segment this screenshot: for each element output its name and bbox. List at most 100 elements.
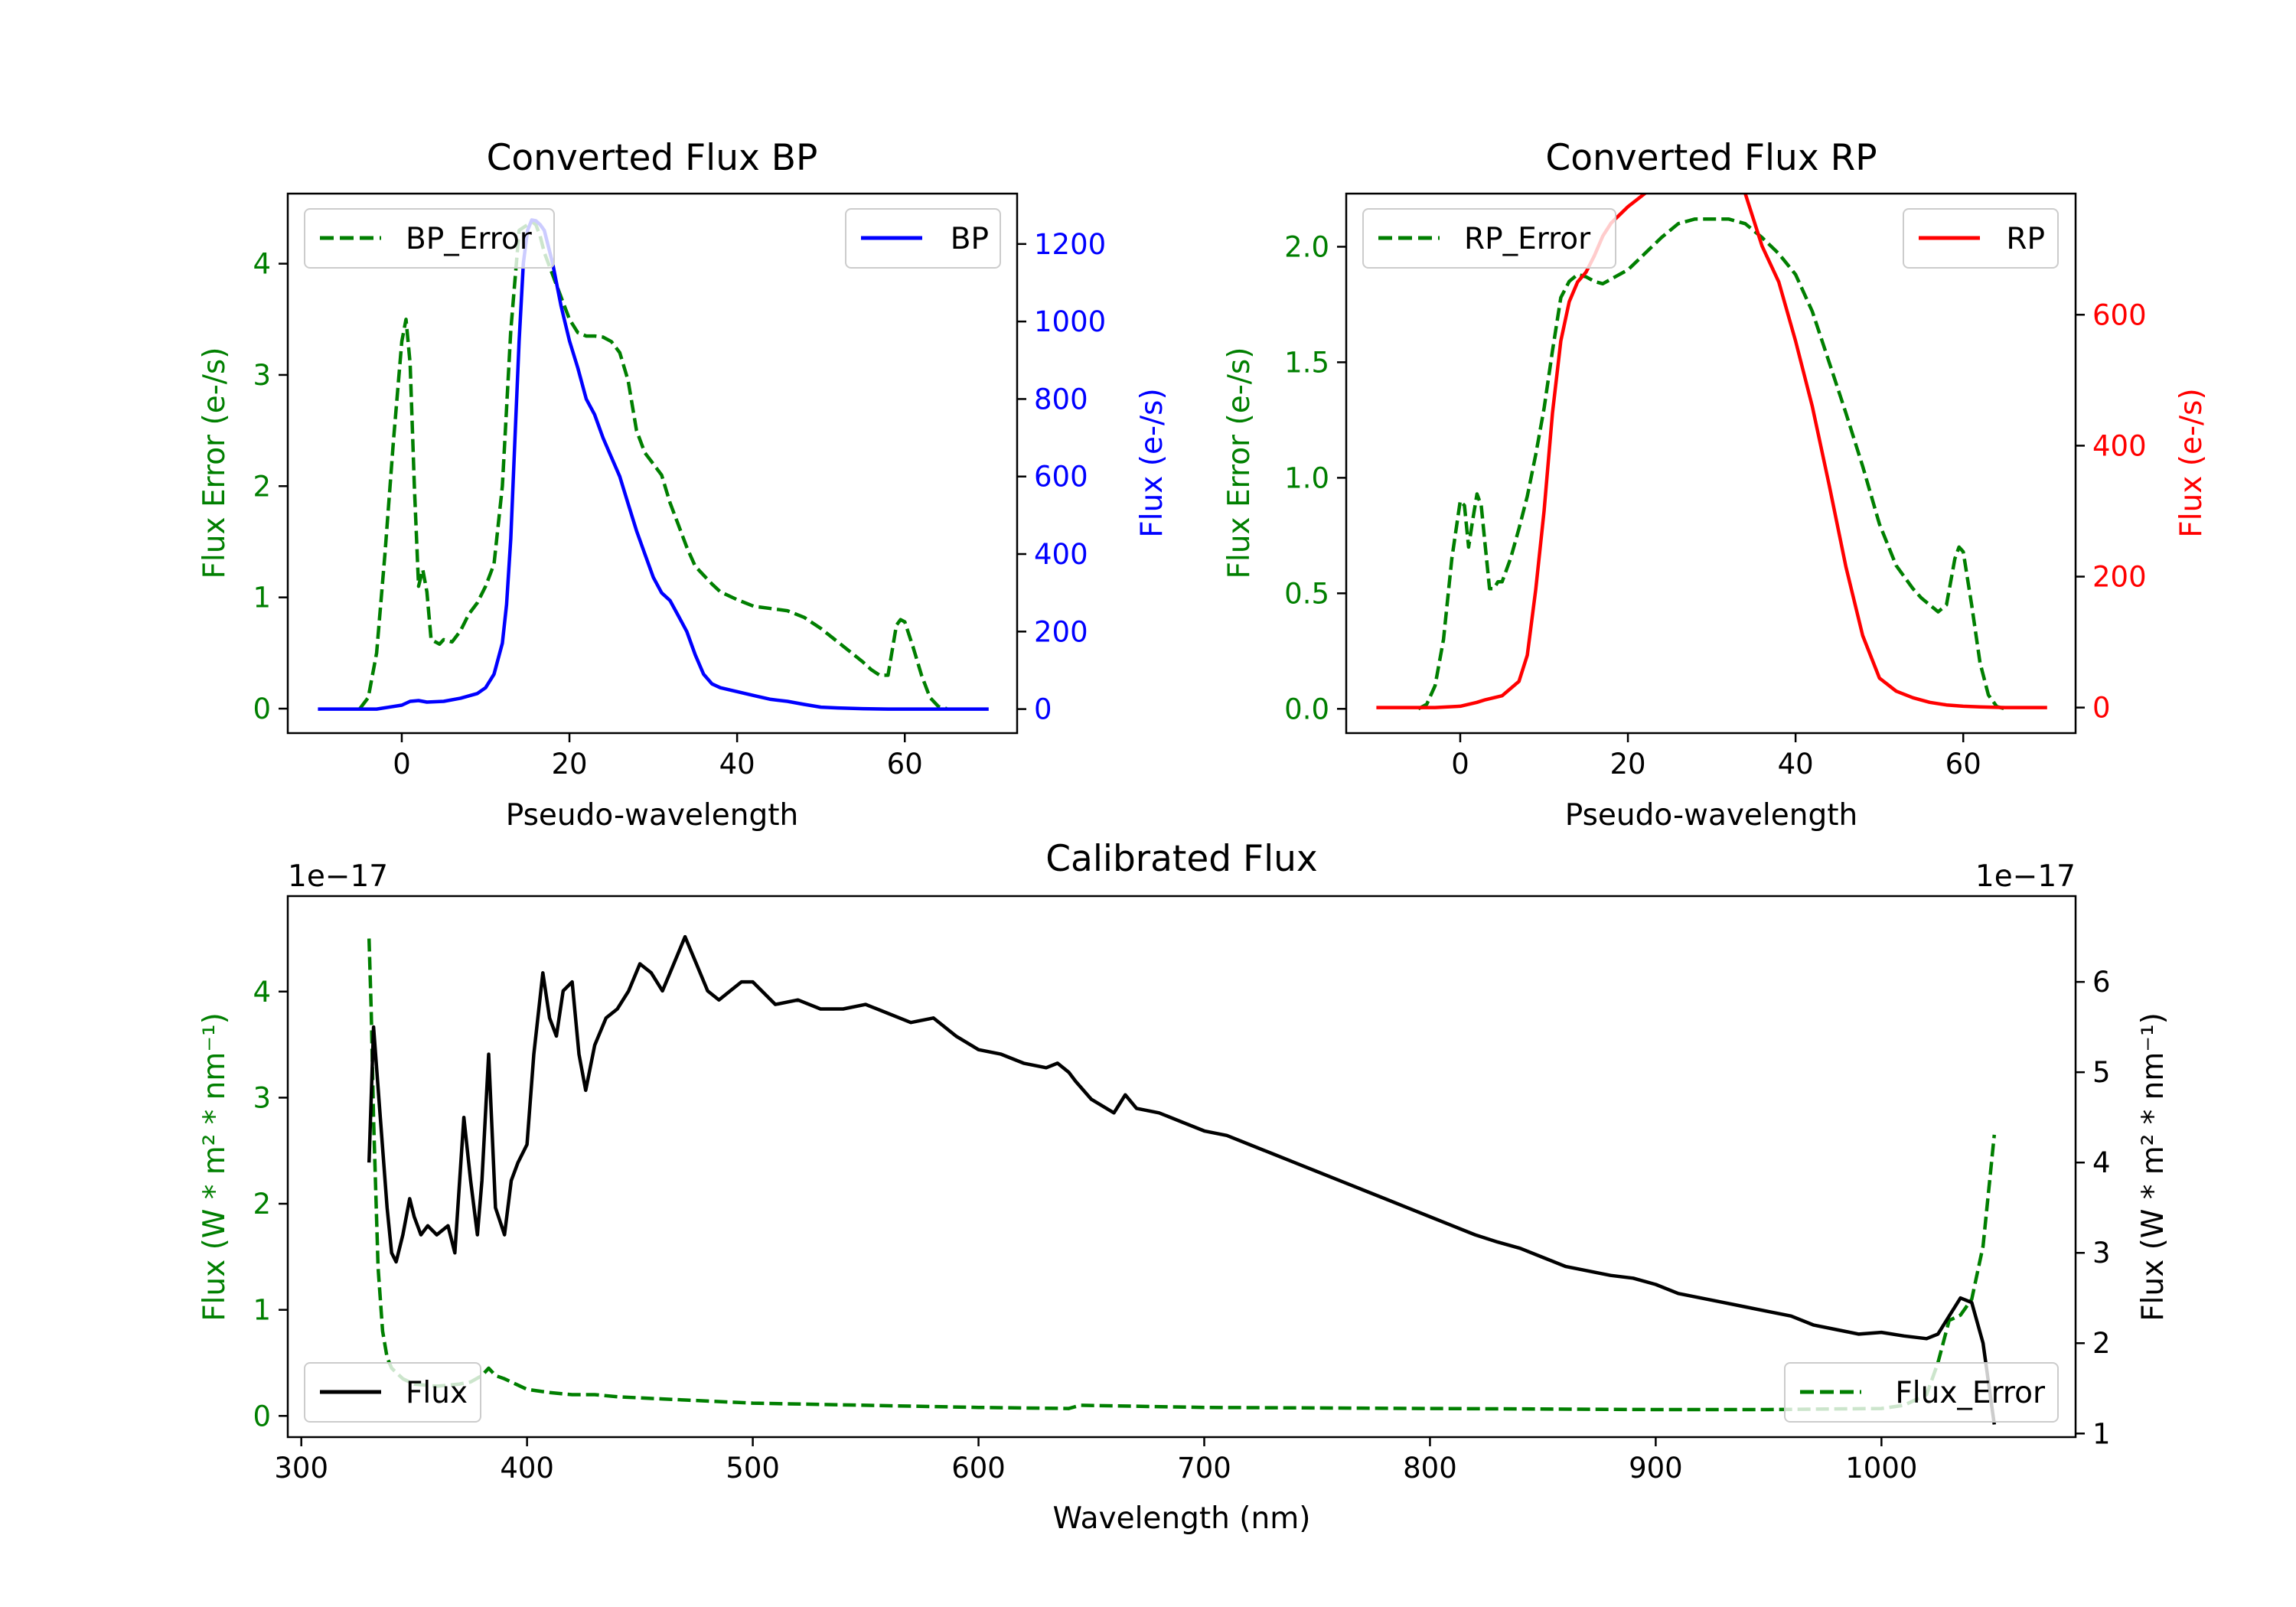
cal-y-left-tick-label: 0 — [253, 1400, 271, 1433]
bp-axes-frame — [286, 192, 1019, 735]
bp-y-left-tick-label: 0 — [253, 693, 271, 725]
rp-y-right-tick-label: 200 — [2092, 561, 2147, 594]
bp-bp-line — [318, 218, 989, 711]
bp-legend-error: BP_Error — [304, 208, 555, 269]
bp-y-right-ticks: 0 200 400 600 800 1000 1200 — [1017, 228, 1106, 726]
cal-y-left-ticks: 0 1 2 3 4 — [253, 976, 288, 1433]
rp-rp-line — [1376, 194, 2047, 709]
rp-y-left-tick-label: 1.0 — [1284, 461, 1329, 494]
bp-y-right-tick-label: 800 — [1034, 383, 1088, 416]
cal-y-right-label: Flux (W * m² * nm⁻¹) — [2136, 1012, 2170, 1322]
bp-legend-error-box — [304, 208, 555, 269]
bp-x-label: Pseudo-wavelength — [506, 798, 798, 833]
rp-x-tick-label: 40 — [1778, 748, 1814, 781]
rp-error-series — [1417, 217, 2006, 711]
bp-bp-error-line — [358, 220, 947, 711]
cal-y-right-tick-label: 1 — [2092, 1417, 2111, 1450]
cal-x-tick-label: 400 — [500, 1452, 554, 1485]
rp-legend-flux: RP — [1903, 208, 2059, 269]
rp-y-left-tick-label: 0.5 — [1284, 577, 1329, 610]
bp-y-right-tick-label: 400 — [1034, 538, 1088, 571]
cal-title: Calibrated Flux — [1045, 838, 1318, 880]
cal-legend-error-box — [1784, 1362, 2059, 1423]
cal-x-tick-label: 500 — [726, 1452, 780, 1485]
cal-x-tick-label: 1000 — [1845, 1452, 1917, 1485]
cal-y-right-tick-label: 5 — [2092, 1056, 2111, 1089]
rp-y-left-label: Flux Error (e-/s) — [1222, 347, 1257, 579]
cal-x-tick-label: 700 — [1177, 1452, 1231, 1485]
rp-y-left-ticks: 0.0 0.5 1.0 1.5 2.0 — [1284, 230, 1346, 725]
cal-y-right-tick-label: 3 — [2092, 1237, 2111, 1270]
cal-x-tick-label: 800 — [1403, 1452, 1457, 1485]
rp-x-tick-label: 0 — [1451, 748, 1469, 781]
rp-legend-flux-box — [1903, 208, 2059, 269]
rp-x-label: Pseudo-wavelength — [1565, 798, 1857, 833]
bp-y-left-tick-label: 2 — [253, 470, 271, 503]
rp-y-right-tick-label: 600 — [2092, 298, 2147, 331]
bp-legend-error-label: BP_Error — [406, 222, 533, 256]
rp-axes-frame — [1345, 192, 2077, 735]
cal-legend-flux-label: Flux — [406, 1376, 468, 1410]
cal-x-tick-label: 600 — [951, 1452, 1006, 1485]
bp-y-right-tick-label: 1200 — [1034, 228, 1106, 261]
bp-y-left-ticks: 0 1 2 3 4 — [253, 248, 288, 725]
bp-y-left-tick-label: 1 — [253, 582, 271, 614]
bp-y-right-tick-label: 1000 — [1034, 305, 1106, 338]
bp-y-left-tick-label: 3 — [253, 359, 271, 392]
rp-panel: Converted Flux RP 0 20 40 60 0.0 0.5 1.0 1.5 2.… — [1222, 137, 2209, 833]
rp-x-ticks: 0 20 40 60 — [1451, 733, 1981, 781]
bp-y-right-tick-label: 600 — [1034, 461, 1088, 494]
cal-flux-line — [367, 934, 1997, 1425]
cal-y-left-tick-label: 4 — [253, 976, 271, 1009]
cal-x-ticks: 300 400 500 600 700 800 900 1000 — [274, 1437, 1917, 1485]
cal-y-right-ticks: 1 2 3 4 5 6 — [2076, 966, 2111, 1450]
cal-offset-right: 1e−17 — [1975, 859, 2076, 894]
rp-y-right-tick-label: 400 — [2092, 429, 2147, 462]
cal-legend-flux: Flux — [304, 1362, 481, 1423]
rp-y-right-label: Flux (e-/s) — [2174, 388, 2209, 537]
cal-panel: Calibrated Flux 1e−17 1e−17 300 400 500 600… — [197, 838, 2170, 1536]
rp-rp-error-line — [1417, 217, 2006, 711]
bp-panel: Converted Flux BP 0 20 40 60 0 1 2 3 4 0 200 400 6… — [197, 137, 1169, 833]
bp-y-right-label: Flux (e-/s) — [1135, 388, 1169, 537]
bp-legend-flux: BP — [845, 208, 1001, 269]
cal-y-left-tick-label: 3 — [253, 1081, 271, 1114]
bp-error-series — [358, 220, 947, 711]
rp-y-right-ticks: 0 200 400 600 — [2076, 298, 2147, 725]
rp-legend-error-box — [1362, 208, 1616, 269]
rp-legend-error: RP_Error — [1362, 208, 1616, 269]
cal-y-right-tick-label: 4 — [2092, 1146, 2111, 1179]
rp-legend-flux-label: RP — [2006, 222, 2045, 256]
cal-y-right-tick-label: 6 — [2092, 966, 2111, 999]
rp-legend-error-label: RP_Error — [1464, 222, 1591, 256]
cal-y-left-tick-label: 2 — [253, 1188, 271, 1221]
bp-y-left-tick-label: 4 — [253, 248, 271, 281]
rp-x-tick-label: 60 — [1945, 748, 1981, 781]
bp-y-left-label: Flux Error (e-/s) — [197, 347, 232, 579]
rp-y-left-tick-label: 2.0 — [1284, 230, 1329, 263]
cal-y-left-label: Flux (W * m² * nm⁻¹) — [197, 1012, 232, 1322]
cal-legend-error-label: Flux_Error — [1895, 1376, 2046, 1410]
bp-legend-flux-box — [845, 208, 1001, 269]
bp-y-right-tick-label: 200 — [1034, 615, 1088, 648]
bp-series — [318, 218, 989, 711]
bp-x-tick-label: 20 — [552, 748, 588, 781]
bp-x-tick-label: 0 — [393, 748, 411, 781]
bp-x-ticks: 0 20 40 60 — [393, 733, 923, 781]
bp-x-tick-label: 60 — [887, 748, 923, 781]
cal-axes-frame — [286, 895, 2077, 1439]
cal-y-left-tick-label: 1 — [253, 1294, 271, 1327]
rp-y-right-tick-label: 0 — [2092, 692, 2111, 725]
cal-series — [367, 934, 1997, 1425]
bp-title: Converted Flux BP — [487, 137, 818, 179]
rp-title: Converted Flux RP — [1545, 137, 1877, 179]
cal-offset-left: 1e−17 — [288, 859, 388, 894]
cal-y-right-tick-label: 2 — [2092, 1327, 2111, 1360]
rp-series — [1376, 194, 2047, 709]
cal-x-tick-label: 300 — [274, 1452, 328, 1485]
cal-x-tick-label: 900 — [1629, 1452, 1683, 1485]
bp-x-tick-label: 40 — [719, 748, 755, 781]
cal-legend-error: Flux_Error — [1784, 1362, 2059, 1423]
cal-legend-flux-box — [304, 1362, 481, 1423]
